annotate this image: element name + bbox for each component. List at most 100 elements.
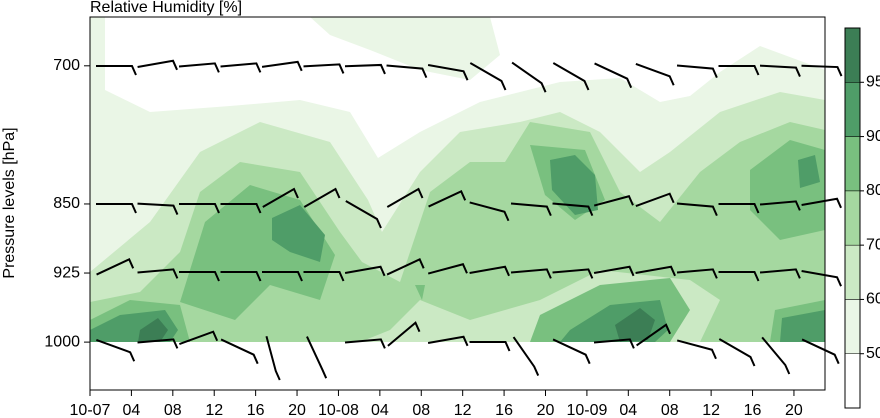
x-tick-label: 10-08 <box>318 402 359 418</box>
wind-barb <box>676 64 718 79</box>
wind-barb <box>759 64 801 77</box>
y-tick-label: 1000 <box>44 333 80 350</box>
colorbar-tick-label: 70 <box>866 236 880 253</box>
wind-barb <box>262 271 303 282</box>
wind-barb <box>510 202 552 217</box>
wind-barb <box>469 265 510 277</box>
wind-barb <box>344 265 386 277</box>
colorbar-segment <box>844 244 861 300</box>
wind-barb <box>552 202 594 217</box>
wind-barb <box>344 338 386 349</box>
wind-barb <box>386 187 424 208</box>
x-tick-label: 20 <box>785 402 803 418</box>
wind-barbs <box>96 59 843 381</box>
colorbar-tick-label: 95 <box>866 74 880 91</box>
wind-barb <box>344 63 386 75</box>
wind-barb <box>469 341 511 352</box>
wind-barb <box>137 268 179 279</box>
x-tick-label: 08 <box>412 402 430 418</box>
wind-barb <box>303 271 345 282</box>
contour-region <box>105 17 825 158</box>
wind-barb <box>512 336 540 376</box>
wind-barb <box>220 203 262 214</box>
colorbar-segment <box>844 353 861 409</box>
wind-barb <box>303 187 341 208</box>
wind-barb <box>345 200 382 229</box>
wind-barb <box>179 271 220 282</box>
wind-barb <box>552 268 594 279</box>
x-tick-label: 04 <box>619 402 637 418</box>
x-tick-label: 16 <box>247 402 265 418</box>
x-tick-label: 16 <box>744 402 762 418</box>
colorbar-segment <box>844 136 861 192</box>
wind-barb <box>676 202 718 217</box>
wind-barb <box>801 269 842 287</box>
wind-barb <box>510 268 552 279</box>
wind-barb <box>427 335 469 347</box>
wind-barb <box>262 187 299 208</box>
colorbar-segment <box>844 82 861 137</box>
wind-barb <box>676 339 717 360</box>
wind-barb <box>801 197 842 209</box>
wind-barb <box>265 335 281 381</box>
x-tick-label: 10-07 <box>70 402 111 418</box>
x-tick-label: 10-09 <box>566 402 607 418</box>
wind-barb <box>427 63 469 81</box>
wind-barb <box>511 61 547 93</box>
humidity-field <box>90 17 825 342</box>
wind-barb <box>96 257 135 276</box>
x-tick-label: 16 <box>495 402 513 418</box>
wind-barb <box>220 62 262 73</box>
wind-barb <box>428 189 467 208</box>
y-tick-label: 700 <box>53 57 80 74</box>
colorbar-tick-label: 80 <box>866 182 880 199</box>
x-tick-label: 12 <box>702 402 720 418</box>
wind-barb <box>718 203 760 214</box>
x-tick-label: 04 <box>371 402 389 418</box>
wind-barb <box>179 330 219 345</box>
wind-barb <box>137 338 179 349</box>
wind-barb <box>552 62 590 91</box>
wind-barb <box>179 203 220 214</box>
x-tick-label: 08 <box>164 402 182 418</box>
wind-barb <box>718 338 756 367</box>
wind-barb <box>801 338 840 365</box>
colorbar-tick-label: 90 <box>866 128 880 145</box>
wind-barb <box>261 60 303 72</box>
wind-barb <box>759 200 801 211</box>
wind-barb <box>178 62 220 73</box>
wind-barb <box>306 336 328 379</box>
wind-barb <box>635 192 675 207</box>
wind-barb <box>137 59 178 71</box>
wind-barb <box>303 63 345 74</box>
wind-barb <box>593 195 634 207</box>
contour-region <box>90 140 825 342</box>
wind-barb <box>635 265 676 277</box>
wind-barb <box>635 63 675 86</box>
wind-barb <box>386 64 428 79</box>
colorbar-tick-label: 60 <box>866 291 880 308</box>
colorbar-frame <box>844 27 861 409</box>
wind-barb <box>469 201 510 222</box>
x-tick-label: 12 <box>205 402 223 418</box>
x-tick-label: 04 <box>123 402 141 418</box>
contour-region <box>90 122 825 342</box>
wind-barb <box>427 263 468 275</box>
wind-barb <box>676 268 718 279</box>
wind-barb <box>220 271 262 282</box>
wind-barb <box>469 62 507 91</box>
y-tick-label: 925 <box>53 264 80 281</box>
y-tick-label: 850 <box>53 195 80 212</box>
wind-barb <box>386 257 425 276</box>
x-tick-label: 12 <box>454 402 472 418</box>
wind-barb <box>96 203 137 214</box>
wind-barb <box>759 268 801 279</box>
wind-barb <box>801 64 843 77</box>
wind-barb <box>552 338 591 365</box>
colorbar-segment <box>844 299 861 354</box>
x-tick-label: 08 <box>661 402 679 418</box>
wind-barb <box>593 338 635 349</box>
wind-barb <box>718 65 760 76</box>
contour-region <box>310 17 500 80</box>
